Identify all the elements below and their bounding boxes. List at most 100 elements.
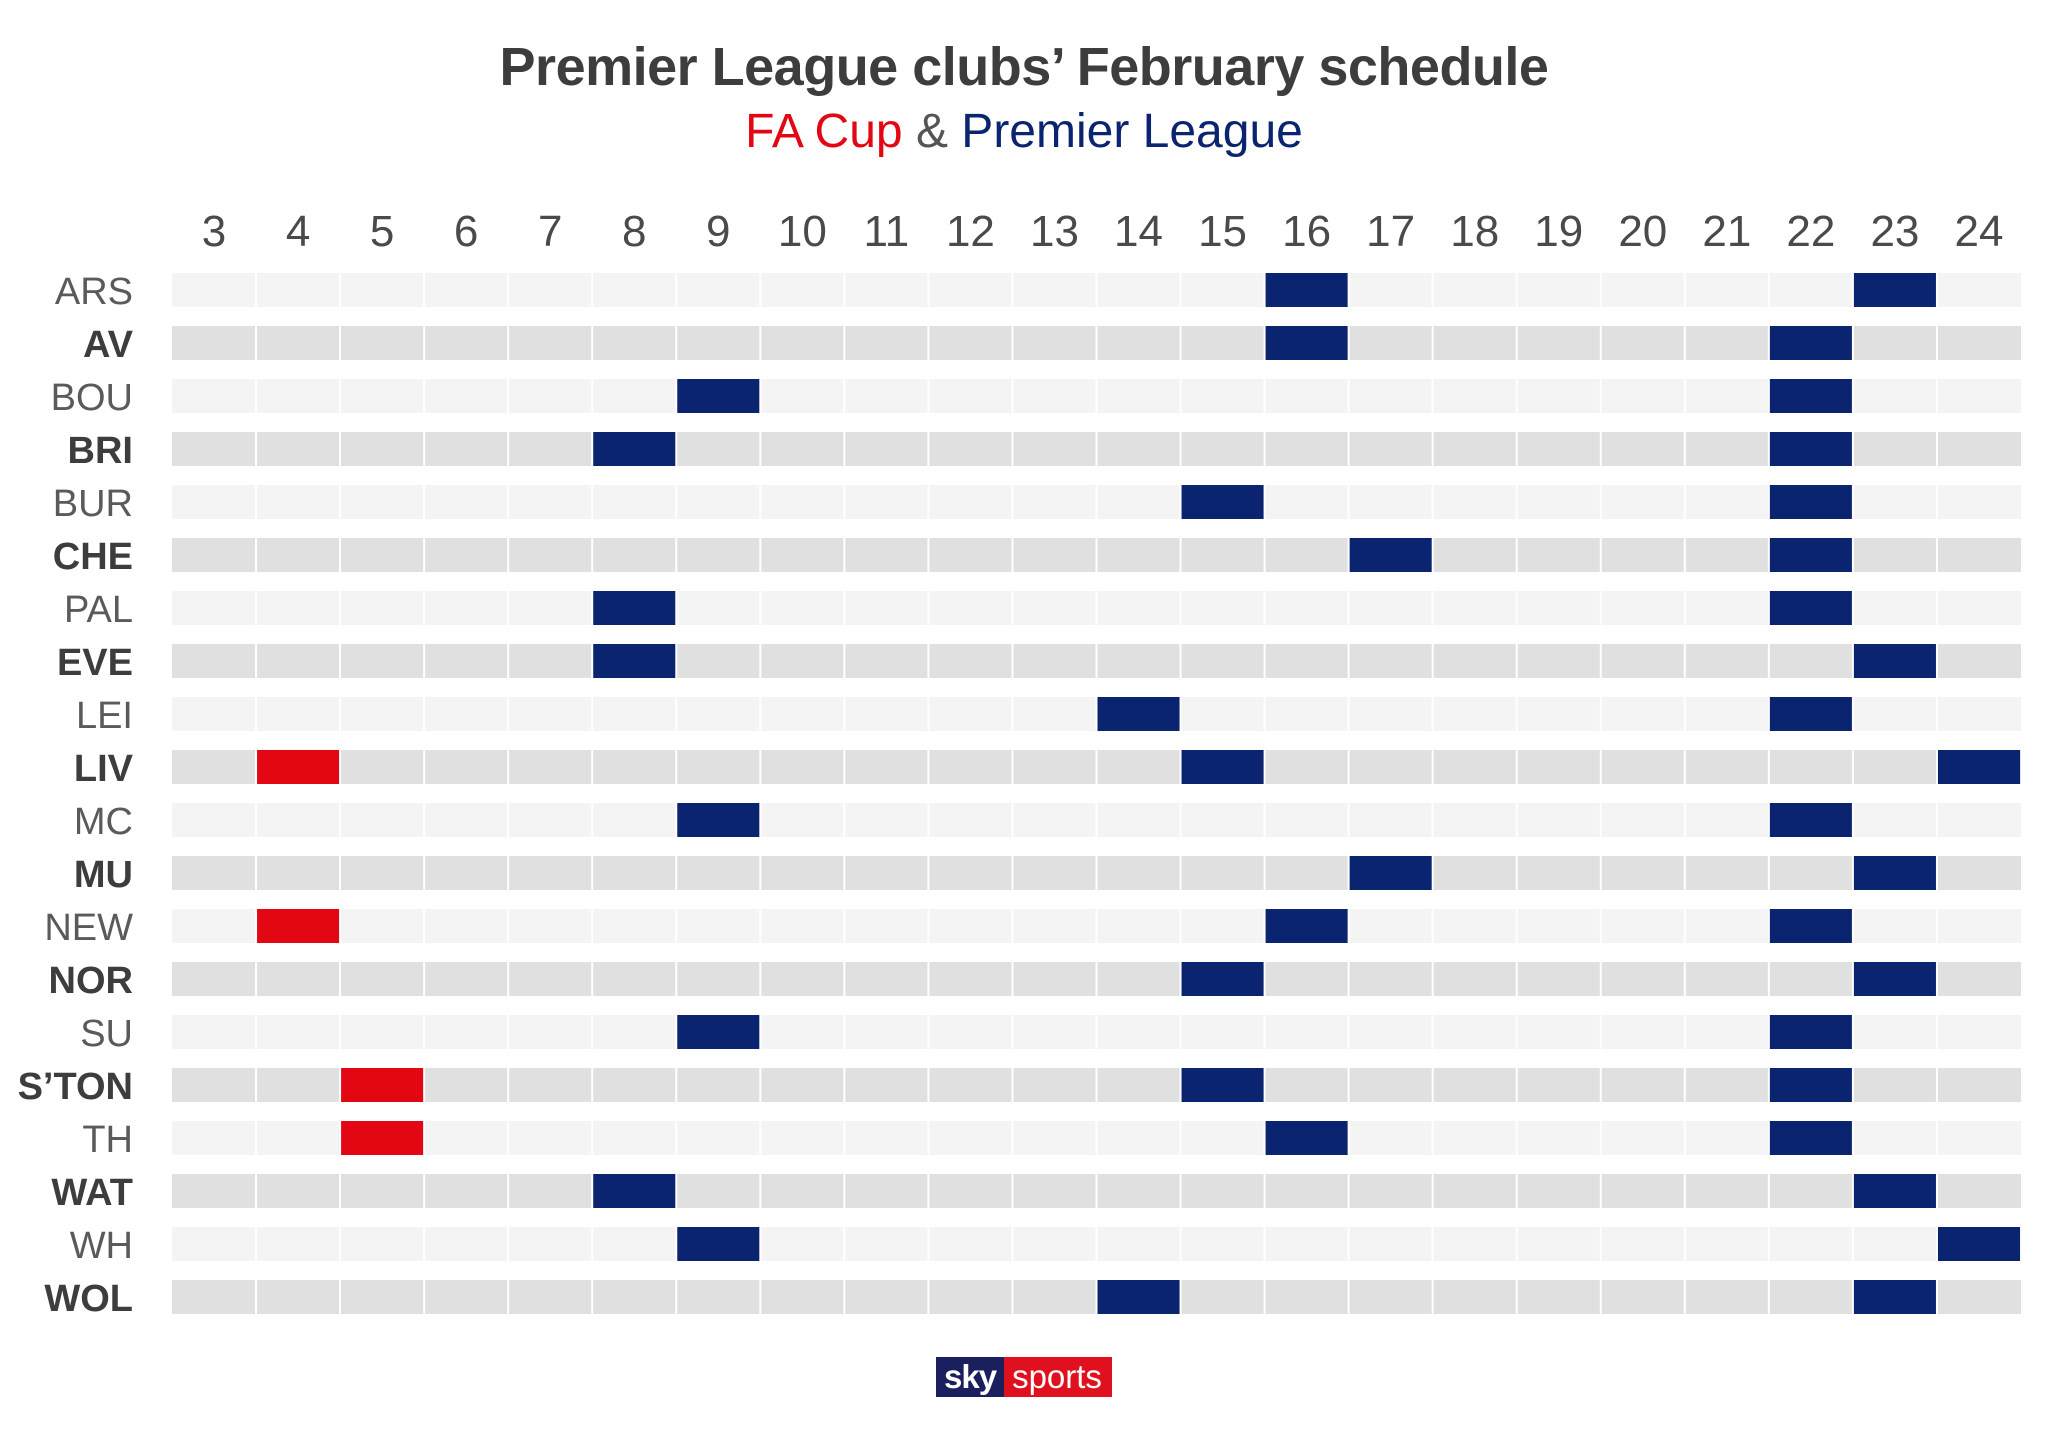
cell-divider <box>759 432 762 466</box>
cell-divider <box>1431 326 1434 360</box>
cell-divider <box>1431 379 1434 413</box>
cell-divider <box>1179 591 1182 625</box>
cell-divider <box>843 1121 846 1155</box>
club-row: BOU <box>51 377 2021 419</box>
cell-divider <box>255 909 258 943</box>
cell-divider <box>1095 591 1098 625</box>
cell-divider <box>1095 485 1098 519</box>
cell-divider <box>1683 1280 1686 1314</box>
cell-divider <box>1935 1121 1938 1155</box>
logo-sports: sports <box>1004 1357 1112 1397</box>
club-label: MC <box>74 801 133 843</box>
cell-divider <box>759 591 762 625</box>
cell-divider <box>1011 1227 1014 1261</box>
cell-divider <box>1431 909 1434 943</box>
cell-divider <box>591 1121 594 1155</box>
cell-divider <box>1431 750 1434 784</box>
subtitle-fa-cup: FA Cup <box>745 105 903 158</box>
cell-divider <box>759 697 762 731</box>
cell-divider <box>1767 432 1770 466</box>
cell-divider <box>1851 1015 1854 1049</box>
club-row: LIV <box>74 748 2021 790</box>
cell-divider <box>339 644 342 678</box>
cell-divider <box>1599 538 1602 572</box>
cell-divider <box>255 538 258 572</box>
cell-divider <box>1263 1174 1266 1208</box>
cell-divider <box>1263 962 1266 996</box>
cell-divider <box>1683 803 1686 837</box>
cell-divider <box>1683 485 1686 519</box>
cell-divider <box>255 326 258 360</box>
cell-divider <box>1347 1280 1350 1314</box>
cell-divider <box>675 1174 678 1208</box>
cell-divider <box>507 538 510 572</box>
cell-divider <box>339 1121 342 1155</box>
cell-divider <box>1767 750 1770 784</box>
cell-divider <box>1347 803 1350 837</box>
premier-league-match <box>677 1227 760 1261</box>
cell-divider <box>759 909 762 943</box>
cell-divider <box>843 591 846 625</box>
cell-divider <box>1095 750 1098 784</box>
club-label: WAT <box>51 1172 133 1214</box>
premier-league-match <box>1853 1174 1936 1208</box>
day-label: 7 <box>538 207 562 256</box>
cell-divider <box>591 750 594 784</box>
cell-divider <box>1767 591 1770 625</box>
cell-divider <box>423 750 426 784</box>
cell-divider <box>1515 273 1518 307</box>
cell-divider <box>423 591 426 625</box>
cell-divider <box>1515 485 1518 519</box>
cell-divider <box>1179 379 1182 413</box>
cell-divider <box>1767 485 1770 519</box>
cell-divider <box>927 1280 930 1314</box>
premier-league-match <box>1769 909 1852 943</box>
cell-divider <box>1179 1227 1182 1261</box>
cell-divider <box>507 273 510 307</box>
club-label: WH <box>70 1225 133 1267</box>
day-label: 8 <box>622 207 646 256</box>
day-label: 12 <box>946 207 995 256</box>
cell-divider <box>1935 591 1938 625</box>
cell-divider <box>1179 962 1182 996</box>
cell-divider <box>255 1227 258 1261</box>
cell-divider <box>1179 1015 1182 1049</box>
cell-divider <box>591 856 594 890</box>
club-row: WAT <box>51 1172 2021 1214</box>
cell-divider <box>1851 644 1854 678</box>
cell-divider <box>591 644 594 678</box>
cell-divider <box>1011 909 1014 943</box>
day-label: 23 <box>1870 207 1919 256</box>
club-row: TH <box>82 1119 2021 1161</box>
cell-divider <box>1515 1227 1518 1261</box>
cell-divider <box>1011 1068 1014 1102</box>
club-row: MC <box>74 801 2021 843</box>
cell-divider <box>339 1015 342 1049</box>
cell-divider <box>1515 1068 1518 1102</box>
cell-divider <box>591 591 594 625</box>
premier-league-match <box>677 803 760 837</box>
fa-cup-match <box>341 1068 424 1102</box>
cell-divider <box>1179 538 1182 572</box>
cell-divider <box>1095 803 1098 837</box>
cell-divider <box>1011 273 1014 307</box>
day-label: 15 <box>1198 207 1247 256</box>
club-row: MU <box>74 854 2021 896</box>
cell-divider <box>759 379 762 413</box>
cell-divider <box>1263 1227 1266 1261</box>
sky-sports-logo: sky sports <box>936 1357 1112 1397</box>
cell-divider <box>339 697 342 731</box>
club-row: BRI <box>68 430 2021 472</box>
cell-divider <box>255 1121 258 1155</box>
cell-divider <box>1263 485 1266 519</box>
cell-divider <box>1347 273 1350 307</box>
cell-divider <box>1767 909 1770 943</box>
cell-divider <box>1599 750 1602 784</box>
cell-divider <box>423 1015 426 1049</box>
cell-divider <box>1851 1227 1854 1261</box>
cell-divider <box>255 1280 258 1314</box>
cell-divider <box>1263 432 1266 466</box>
cell-divider <box>1767 856 1770 890</box>
cell-divider <box>1851 1174 1854 1208</box>
cell-divider <box>1683 379 1686 413</box>
